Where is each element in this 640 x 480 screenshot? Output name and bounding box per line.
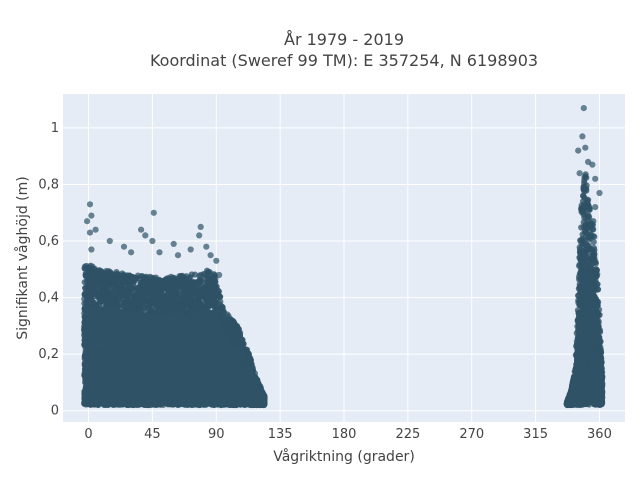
data-points	[81, 105, 606, 409]
chart-title-line-1: År 1979 - 2019	[284, 30, 404, 49]
grid-lines	[63, 94, 625, 422]
data-point	[197, 271, 204, 279]
chart-title-line-2: Koordinat (Sweref 99 TM): E 357254, N 61…	[150, 51, 538, 70]
